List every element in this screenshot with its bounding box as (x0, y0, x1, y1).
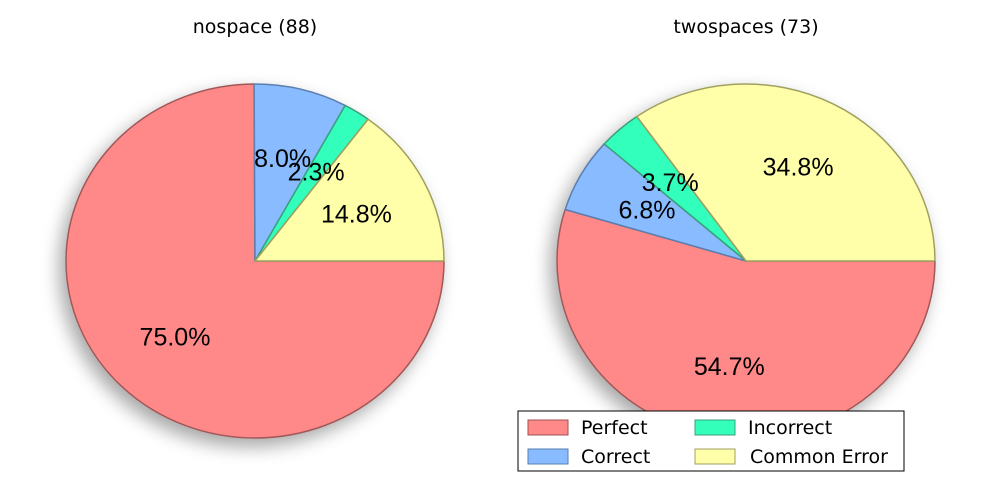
legend-swatch-perfect (527, 419, 569, 436)
pie-label-common-error: 34.8% (763, 154, 834, 182)
pie-label-correct: 6.8% (618, 196, 675, 224)
legend-label-common-error: Common Error (750, 446, 888, 468)
legend-label-perfect: Perfect (581, 417, 648, 439)
pie-slice-common-error (254, 118, 445, 262)
legend-swatch-correct (527, 448, 569, 465)
pie-labels-nospace: 75.0% 8.0%2.3% 14.8% (140, 145, 392, 351)
legend-swatch-common-error (694, 448, 736, 465)
pie-label-perfect: 54.7% (694, 353, 765, 381)
pie-slice-correct (253, 83, 346, 262)
legend-swatch-incorrect (694, 419, 736, 436)
pie-slices-twospaces (556, 83, 936, 439)
pie-label-incorrect: 3.7% (642, 169, 699, 197)
pie-label-correct: 8.0% (254, 145, 311, 173)
pie-label-perfect: 75.0% (140, 323, 211, 351)
legend: Perfect Incorrect Correct Common Error (517, 410, 905, 472)
legend-label-correct: Correct (581, 446, 650, 468)
legend-label-incorrect: Incorrect (748, 417, 832, 439)
chart-title-twospaces: twospaces (73) (673, 16, 818, 38)
pie-label-common-error: 14.8% (321, 200, 392, 228)
pie-labels-twospaces: 54.7% 6.8%3.7% 34.8% (618, 154, 833, 381)
pie-slice-common-error (636, 83, 936, 262)
chart-title-nospace: nospace (88) (193, 16, 317, 38)
pie-label-incorrect: 2.3% (288, 159, 345, 187)
pie-chart-nospace: nospace (88) 75.0% 8.0%2.3% 14.8% (65, 16, 445, 439)
pie-chart-twospaces: twospaces (73) 54.7% 6.8%3.7% 34.8% (556, 16, 936, 439)
pie-slices-nospace (65, 83, 445, 439)
